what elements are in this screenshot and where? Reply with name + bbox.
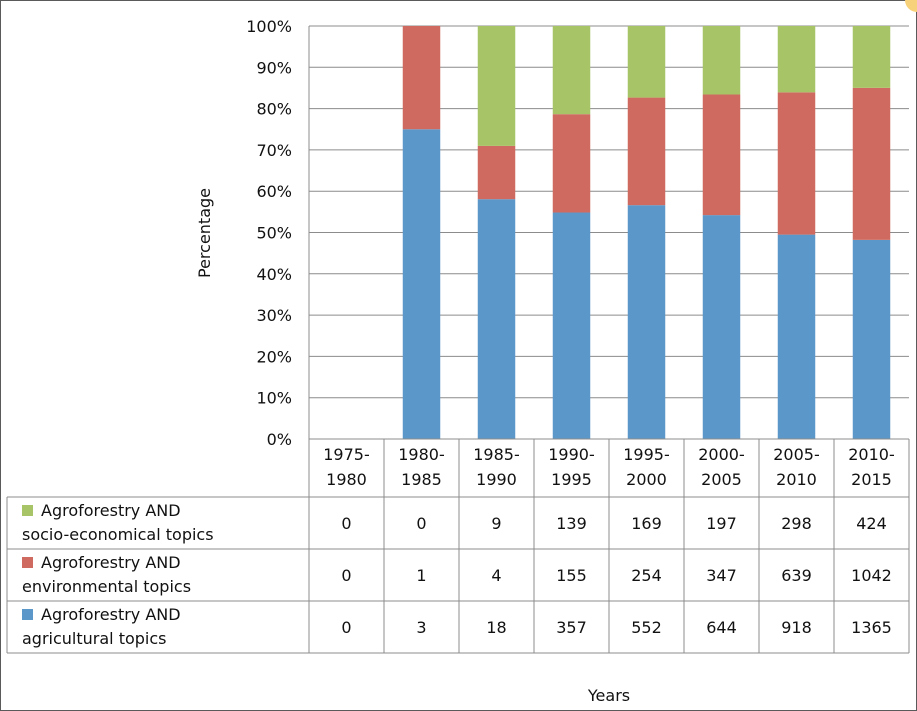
x-axis-title: Years bbox=[587, 686, 630, 705]
table-value: 3 bbox=[416, 618, 426, 637]
category-label: 1995- bbox=[623, 445, 670, 464]
category-label: 1990 bbox=[476, 470, 517, 489]
y-tick-label: 10% bbox=[256, 389, 292, 408]
y-tick-label: 60% bbox=[256, 182, 292, 201]
bar-segment bbox=[627, 26, 666, 98]
table-value: 424 bbox=[856, 514, 887, 533]
table-value: 18 bbox=[486, 618, 506, 637]
bar-segment bbox=[477, 199, 516, 439]
table-value: 9 bbox=[491, 514, 501, 533]
category-label: 2000 bbox=[626, 470, 667, 489]
category-label: 2005 bbox=[701, 470, 742, 489]
table-value: 0 bbox=[341, 514, 351, 533]
table-value: 298 bbox=[781, 514, 812, 533]
legend-label: Agroforestry AND bbox=[41, 501, 181, 520]
bar-segment bbox=[702, 26, 741, 95]
y-tick-label: 20% bbox=[256, 347, 292, 366]
y-tick-label: 30% bbox=[256, 306, 292, 325]
category-label: 1980- bbox=[398, 445, 445, 464]
table-value: 1365 bbox=[851, 618, 892, 637]
table-value: 639 bbox=[781, 566, 812, 585]
legend-key bbox=[22, 609, 33, 620]
bar-segment bbox=[402, 26, 441, 130]
table-value: 1 bbox=[416, 566, 426, 585]
y-tick-label: 70% bbox=[256, 141, 292, 160]
y-tick-label: 40% bbox=[256, 265, 292, 284]
bar-segment bbox=[777, 234, 816, 439]
y-tick-label: 80% bbox=[256, 100, 292, 119]
bar-segment bbox=[852, 26, 891, 88]
category-label: 1980 bbox=[326, 470, 367, 489]
bar-segment bbox=[477, 26, 516, 146]
table-value: 347 bbox=[706, 566, 737, 585]
table-value: 155 bbox=[556, 566, 587, 585]
table-value: 197 bbox=[706, 514, 737, 533]
bar-segment bbox=[777, 26, 816, 93]
table-value: 169 bbox=[631, 514, 662, 533]
table-value: 644 bbox=[706, 618, 737, 637]
bar-segment bbox=[777, 92, 816, 235]
category-label: 2015 bbox=[851, 470, 892, 489]
legend-label: socio-economical topics bbox=[22, 525, 214, 544]
y-axis-title: Percentage bbox=[195, 188, 214, 278]
category-label: 2010 bbox=[776, 470, 817, 489]
table-value: 139 bbox=[556, 514, 587, 533]
table-value: 0 bbox=[416, 514, 426, 533]
table-value: 254 bbox=[631, 566, 662, 585]
bar-segment bbox=[552, 114, 591, 213]
bar-segment bbox=[627, 205, 666, 439]
legend-label: agricultural topics bbox=[22, 629, 167, 648]
y-tick-label: 90% bbox=[256, 58, 292, 77]
table-value: 918 bbox=[781, 618, 812, 637]
y-tick-label: 50% bbox=[256, 224, 292, 243]
bar-segment bbox=[852, 239, 891, 439]
category-label: 1985 bbox=[401, 470, 442, 489]
table-value: 4 bbox=[491, 566, 501, 585]
category-label: 1985- bbox=[473, 445, 520, 464]
category-label: 1975- bbox=[323, 445, 370, 464]
bar-segment bbox=[552, 212, 591, 439]
category-label: 2000- bbox=[698, 445, 745, 464]
bar-segment bbox=[552, 26, 591, 115]
bar-segment bbox=[702, 94, 741, 216]
y-tick-label: 0% bbox=[267, 430, 292, 449]
table-value: 552 bbox=[631, 618, 662, 637]
legend-key bbox=[22, 557, 33, 568]
bar-segment bbox=[627, 97, 666, 206]
bar-segment bbox=[477, 145, 516, 200]
y-tick-label: 100% bbox=[246, 17, 292, 36]
legend-label: Agroforestry AND bbox=[41, 605, 181, 624]
category-label: 1990- bbox=[548, 445, 595, 464]
category-label: 2005- bbox=[773, 445, 820, 464]
table-value: 0 bbox=[341, 566, 351, 585]
bar-segment bbox=[402, 129, 441, 439]
legend-label: environmental topics bbox=[22, 577, 191, 596]
category-label: 2010- bbox=[848, 445, 895, 464]
legend-label: Agroforestry AND bbox=[41, 553, 181, 572]
table-value: 0 bbox=[341, 618, 351, 637]
bar-segment bbox=[852, 87, 891, 240]
table-value: 357 bbox=[556, 618, 587, 637]
category-label: 1995 bbox=[551, 470, 592, 489]
bar-segment bbox=[702, 215, 741, 439]
table-value: 1042 bbox=[851, 566, 892, 585]
legend-key bbox=[22, 505, 33, 516]
